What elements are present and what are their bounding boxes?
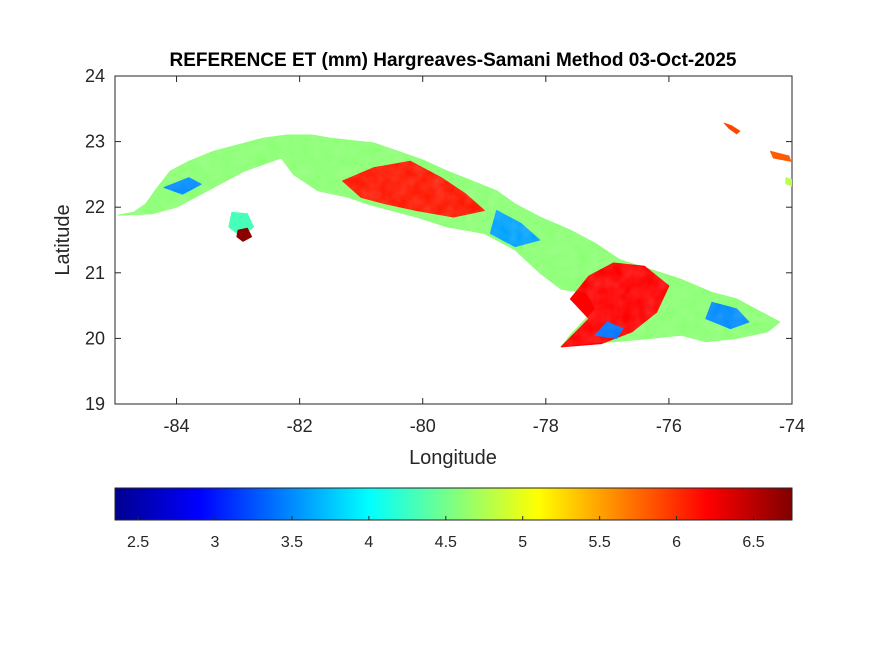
et-region	[785, 177, 792, 187]
y-tick-label: 22	[85, 197, 105, 217]
et-map	[117, 122, 792, 348]
colorbar-tick-label: 3.5	[281, 534, 303, 551]
y-tick-label: 21	[85, 263, 105, 283]
plot-area	[114, 75, 793, 405]
colorbar-tick-label: 6.5	[742, 534, 764, 551]
colorbar	[114, 487, 793, 521]
y-axis-label: Latitude	[52, 204, 74, 275]
x-tick-label: -78	[533, 416, 559, 436]
colorbar-tick-label: 6	[672, 534, 681, 551]
x-tick-label: -80	[410, 416, 436, 436]
colorbar-tick-label: 4	[364, 534, 373, 551]
x-tick-label: -74	[779, 416, 805, 436]
colorbar-ticks: 2.5 3 3.5 4 4.5 5 5.5 6 6.5	[127, 516, 765, 551]
x-tick-label: -82	[287, 416, 313, 436]
colorbar-tick-label: 5	[518, 534, 527, 551]
colorbar-tick-label: 2.5	[127, 534, 149, 551]
chart-title: REFERENCE ET (mm) Hargreaves-Samani Meth…	[170, 50, 737, 71]
x-axis-label: Longitude	[409, 447, 497, 469]
et-texture	[118, 135, 780, 347]
y-tick-label: 20	[85, 328, 105, 348]
et-region	[770, 150, 792, 162]
et-region	[723, 122, 741, 135]
y-tick-label: 23	[85, 132, 105, 152]
colorbar-tick-label: 5.5	[589, 534, 611, 551]
colorbar-tick-label: 3	[211, 534, 220, 551]
et-region	[236, 227, 253, 242]
y-tick-label: 24	[85, 66, 105, 86]
x-tick-label: -84	[164, 416, 190, 436]
x-tick-label: -76	[656, 416, 682, 436]
y-tick-label: 19	[85, 394, 105, 414]
y-axis-ticks: 19 20 21 22 23 24	[85, 66, 792, 414]
colorbar-tick-label: 4.5	[435, 534, 457, 551]
x-axis-ticks: -84 -82 -80 -78 -76 -74	[164, 76, 805, 436]
